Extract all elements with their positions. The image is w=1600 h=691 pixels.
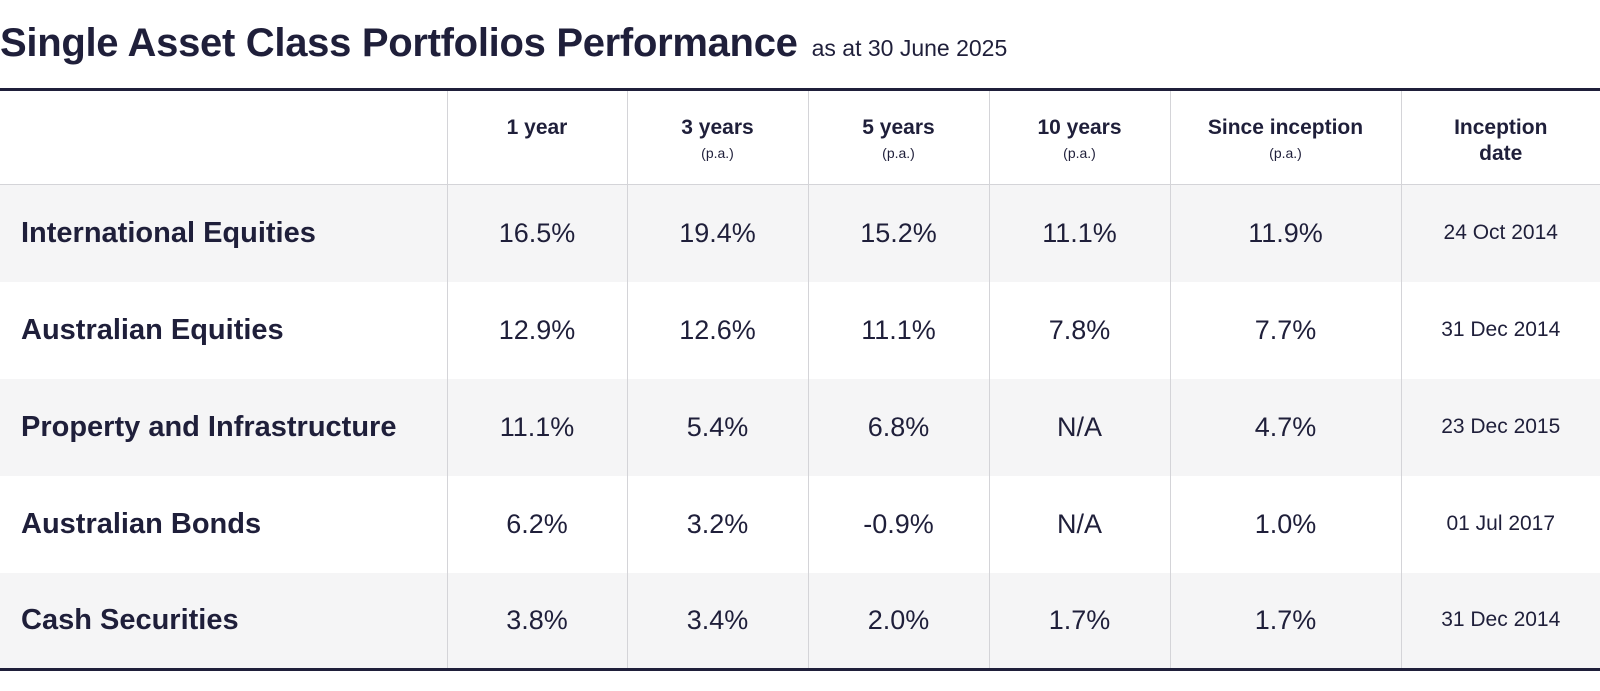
column-header-1-year: 1 year: [446, 89, 627, 185]
table-row: Australian Bonds 6.2% 3.2% -0.9% N/A 1.0…: [0, 475, 1600, 573]
value-cell: 1.7%: [1169, 572, 1401, 670]
column-header-label: Since inception: [1207, 116, 1364, 139]
column-header-inception-date: Inception date: [1400, 89, 1600, 185]
value-cell: 6.8%: [807, 378, 989, 476]
value-cell: N/A: [988, 475, 1170, 573]
value-cell: 3.2%: [626, 475, 808, 573]
column-header-label: 1 year: [506, 116, 568, 139]
header-row: 1 year 3 years (p.a.) 5 years (p.a.) 10 …: [0, 89, 1600, 185]
value-cell: 7.7%: [1169, 281, 1401, 379]
column-header-label: Inception date: [1454, 116, 1548, 165]
inception-date-cell: 31 Dec 2014: [1400, 281, 1600, 379]
value-cell: N/A: [988, 378, 1170, 476]
value-cell: 7.8%: [988, 281, 1170, 379]
value-cell: 1.0%: [1169, 475, 1401, 573]
inception-date-cell: 24 Oct 2014: [1400, 184, 1600, 282]
inception-date-cell: 23 Dec 2015: [1400, 378, 1600, 476]
row-label: International Equities: [21, 216, 316, 249]
column-header-label: 3 years: [681, 116, 754, 139]
inception-date-cell: 01 Jul 2017: [1400, 475, 1600, 573]
table-row: Australian Equities 12.9% 12.6% 11.1% 7.…: [0, 281, 1600, 379]
value-cell: 15.2%: [807, 184, 989, 282]
value-cell: 16.5%: [446, 184, 627, 282]
table-row: International Equities 16.5% 19.4% 15.2%…: [0, 184, 1600, 282]
value-cell: 4.7%: [1169, 378, 1401, 476]
row-label: Australian Equities: [21, 313, 284, 346]
page-title: Single Asset Class Portfolios Performanc…: [0, 21, 798, 65]
column-header-note: (p.a.): [882, 145, 915, 161]
value-cell: 3.4%: [626, 572, 808, 670]
column-header-label: 10 years: [1037, 116, 1122, 139]
column-header-note: (p.a.): [1269, 145, 1302, 161]
value-cell: 19.4%: [626, 184, 808, 282]
value-cell: 11.1%: [988, 184, 1170, 282]
column-header-since-inception: Since inception (p.a.): [1169, 89, 1401, 185]
value-cell: 11.9%: [1169, 184, 1401, 282]
performance-table: 1 year 3 years (p.a.) 5 years (p.a.) 10 …: [0, 88, 1600, 671]
value-cell: 6.2%: [446, 475, 627, 573]
header-cell-blank: [0, 89, 447, 185]
column-header-5-years: 5 years (p.a.): [807, 89, 989, 185]
inception-date-cell: 31 Dec 2014: [1400, 572, 1600, 670]
value-cell: 12.9%: [446, 281, 627, 379]
column-header-note: (p.a.): [1063, 145, 1096, 161]
header: Single Asset Class Portfolios Performanc…: [0, 8, 1007, 78]
column-header-note: (p.a.): [701, 145, 734, 161]
value-cell: -0.9%: [807, 475, 989, 573]
value-cell: 2.0%: [807, 572, 989, 670]
value-cell: 12.6%: [626, 281, 808, 379]
value-cell: 11.1%: [446, 378, 627, 476]
page-subtitle: as at 30 June 2025: [811, 35, 1008, 61]
value-cell: 1.7%: [988, 572, 1170, 670]
row-label: Australian Bonds: [21, 507, 262, 540]
column-header-3-years: 3 years (p.a.): [626, 89, 808, 185]
row-label: Cash Securities: [21, 603, 239, 636]
row-label: Property and Infrastructure: [21, 410, 397, 443]
column-header-label: 5 years: [862, 116, 935, 139]
value-cell: 3.8%: [446, 572, 627, 670]
table-row: Property and Infrastructure 11.1% 5.4% 6…: [0, 378, 1600, 476]
table-row: Cash Securities 3.8% 3.4% 2.0% 1.7% 1.7%…: [0, 572, 1600, 670]
value-cell: 5.4%: [626, 378, 808, 476]
value-cell: 11.1%: [807, 281, 989, 379]
column-header-10-years: 10 years (p.a.): [988, 89, 1170, 185]
